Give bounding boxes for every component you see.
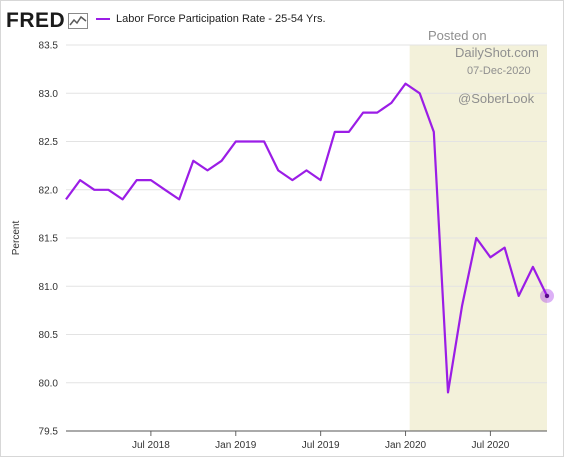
legend-swatch — [96, 18, 110, 20]
chart-line-icon — [68, 13, 89, 29]
y-tick-label: 82.0 — [39, 185, 59, 196]
y-tick-label: 81.5 — [39, 234, 59, 245]
y-tick-label: 83.5 — [39, 41, 59, 52]
y-tick-label: 80.0 — [39, 378, 59, 389]
plot-area: 79.5 80.0 80.5 81.0 81.5 82.0 82.5 83.0 83.5 Jul … — [11, 41, 554, 451]
last-point-marker — [544, 293, 550, 299]
x-tick-label: Jul 2020 — [472, 440, 510, 451]
y-tick-label: 79.5 — [39, 427, 59, 438]
watermark-handle: @SoberLook — [458, 91, 535, 106]
y-tick-label: 81.0 — [39, 282, 59, 293]
y-axis-label: Percent — [11, 221, 22, 256]
y-tick-label: 83.0 — [39, 89, 59, 100]
y-tick-label: 82.5 — [39, 137, 59, 148]
watermark-site: DailyShot.com — [455, 45, 539, 60]
x-tick-label: Jan 2020 — [385, 440, 427, 451]
y-tick-label: 80.5 — [39, 330, 59, 341]
watermark-date: 07-Dec-2020 — [467, 65, 531, 77]
fred-logo[interactable]: FRED — [6, 9, 89, 32]
legend-label: Labor Force Participation Rate - 25-54 Y… — [116, 13, 326, 25]
x-tick-label: Jan 2019 — [215, 440, 257, 451]
fred-logo-text: FRED — [6, 9, 66, 32]
watermark-posted-on: Posted on — [428, 28, 487, 43]
legend: Labor Force Participation Rate - 25-54 Y… — [96, 13, 326, 25]
series-line — [65, 82, 548, 394]
x-tick-label: Jul 2018 — [132, 440, 170, 451]
x-tick-label: Jul 2019 — [302, 440, 340, 451]
